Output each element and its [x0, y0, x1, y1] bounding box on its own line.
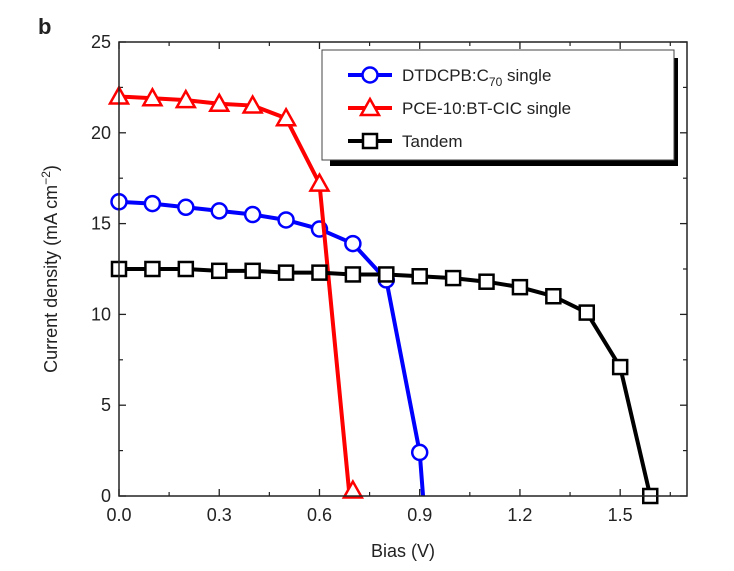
data-point	[308, 172, 331, 192]
x-axis-label: Bias (V)	[371, 541, 435, 561]
data-point	[410, 443, 429, 462]
plot-frame	[118, 41, 688, 497]
data-point	[144, 260, 161, 278]
data-point	[311, 264, 328, 281]
panel-label: b	[38, 14, 51, 39]
data-point	[411, 268, 428, 285]
y-tick-label: 25	[91, 32, 111, 52]
data-point	[341, 479, 365, 499]
y-tick-label: 15	[91, 214, 111, 234]
data-point	[244, 262, 261, 280]
series-line	[118, 199, 426, 497]
y-tick-label: 20	[91, 123, 111, 143]
y-tick-label: 0	[101, 486, 111, 506]
x-tick-label: 0.0	[106, 505, 131, 525]
data-point	[210, 262, 228, 280]
y-tick-label: 10	[91, 304, 111, 324]
data-point	[243, 205, 262, 224]
series-circle	[110, 193, 429, 497]
legend-item: Tandem	[348, 132, 462, 151]
x-tick-label: 0.6	[307, 505, 332, 525]
data-point	[511, 278, 529, 296]
data-point	[344, 234, 362, 253]
legend-item: DTDCPB:C70 single	[348, 66, 551, 89]
legend-item: PCE-10:BT-CIC single	[348, 96, 571, 118]
legend-label: DTDCPB:C70 single	[402, 66, 551, 89]
series-line	[118, 94, 355, 498]
data-point	[241, 94, 264, 114]
data-point	[578, 304, 596, 321]
data-point	[174, 88, 197, 109]
legend-marker	[361, 132, 379, 150]
series-square	[110, 260, 659, 505]
y-tick-label: 5	[101, 395, 111, 415]
x-tick-label: 1.5	[608, 505, 633, 525]
data-point	[177, 198, 195, 217]
legend-label: Tandem	[402, 132, 462, 151]
legend-marker	[361, 66, 379, 84]
data-point	[545, 287, 562, 305]
data-point	[478, 273, 495, 290]
data-point	[444, 269, 462, 287]
data-point	[611, 358, 629, 376]
legend-label: PCE-10:BT-CIC single	[402, 99, 571, 118]
data-point	[208, 92, 231, 112]
data-point	[143, 194, 162, 213]
x-tick-label: 0.9	[407, 505, 432, 525]
x-tick-label: 0.3	[207, 505, 232, 525]
series-line	[119, 267, 653, 497]
data-point	[378, 266, 395, 283]
data-point	[277, 211, 295, 229]
x-tick-label: 1.2	[507, 505, 532, 525]
data-point	[177, 260, 195, 278]
y-axis-label: Current density (mA cm−2)	[39, 165, 61, 373]
data-point	[344, 266, 362, 283]
data-point	[277, 264, 295, 281]
data-point	[210, 202, 228, 220]
data-point	[274, 106, 298, 127]
legend: DTDCPB:C70 single PCE-10:BT-CIC single Tan…	[321, 49, 678, 166]
legend-marker	[358, 96, 382, 117]
data-point	[141, 86, 164, 107]
